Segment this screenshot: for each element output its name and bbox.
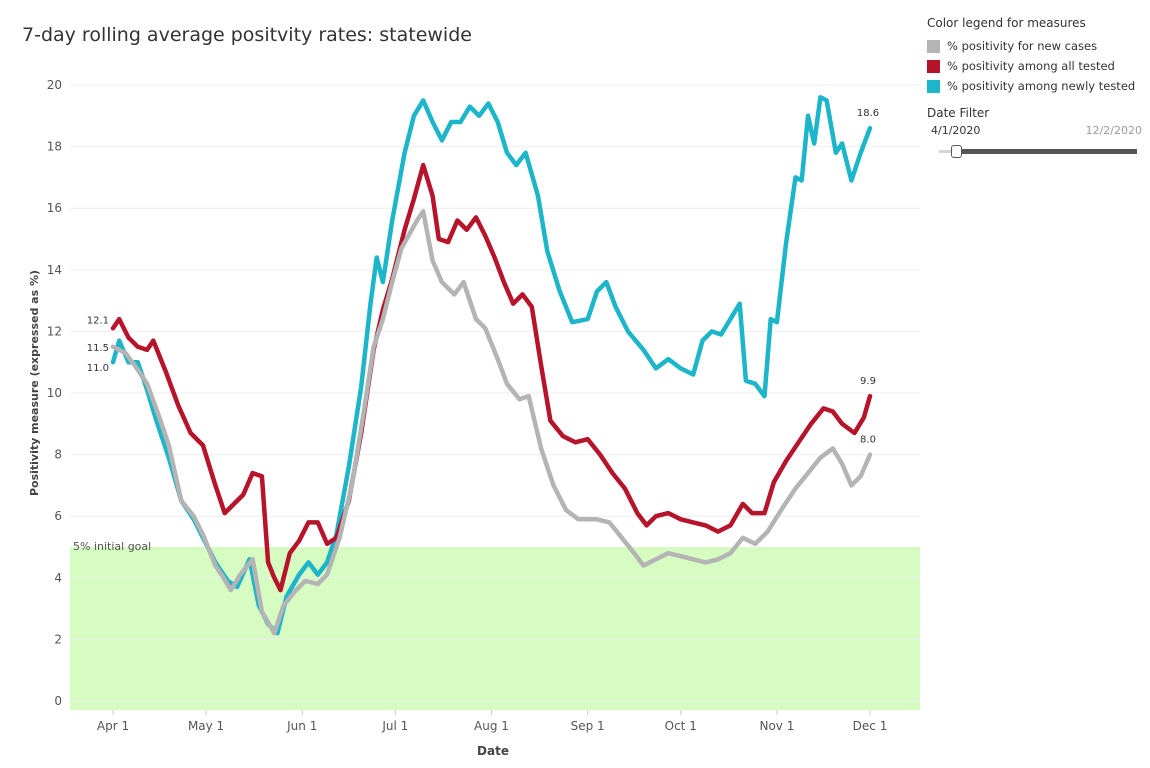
series-start-label: 11.5 (87, 343, 109, 354)
y-tick-label: 10 (47, 386, 62, 400)
x-tick-label: May 1 (188, 719, 224, 733)
series-end-label: 8.0 (860, 435, 876, 446)
x-tick-label: Jun 1 (286, 719, 317, 733)
series-start-label: 11.0 (87, 363, 109, 374)
slider-track-selected[interactable] (957, 149, 1137, 154)
legend-item-new-cases[interactable]: % positivity for new cases (927, 36, 1142, 56)
x-tick-label: Jul 1 (381, 719, 408, 733)
x-axis-title: Date (477, 744, 509, 758)
x-tick-label: Apr 1 (97, 719, 129, 733)
y-tick-label: 8 (54, 448, 62, 462)
color-legend: Color legend for measures % positivity f… (927, 16, 1142, 96)
legend-item-all-tested[interactable]: % positivity among all tested (927, 56, 1142, 76)
y-tick-label: 18 (47, 140, 62, 154)
series-line-newly-tested (110, 95, 873, 636)
legend-label: % positivity among newly tested (947, 79, 1136, 93)
goal-band-label: 5% initial goal (73, 540, 151, 553)
y-tick-label: 4 (54, 571, 62, 585)
y-tick-label: 16 (47, 201, 62, 215)
y-tick-label: 20 (47, 78, 62, 92)
date-filter-start: 4/1/2020 (931, 124, 981, 137)
legend-swatch-teal (927, 79, 940, 93)
x-tick-label: Oct 1 (665, 719, 697, 733)
date-filter-end: 12/2/2020 (1085, 124, 1142, 137)
legend-label: % positivity among all tested (947, 59, 1115, 73)
series-line-new-cases (110, 209, 873, 636)
legend-swatch-gray (927, 39, 940, 53)
y-tick-label: 2 (54, 632, 62, 646)
slider-start-handle[interactable] (951, 145, 962, 158)
series-start-label: 12.1 (87, 315, 109, 326)
y-axis-title: Positivity measure (expressed as %) (28, 270, 41, 496)
date-range: 4/1/2020 12/2/2020 (927, 124, 1142, 144)
date-filter-title: Date Filter (927, 106, 990, 120)
legend-title: Color legend for measures (927, 16, 1086, 30)
series-end-label: 18.6 (857, 108, 879, 119)
y-tick-label: 6 (54, 509, 62, 523)
y-tick-label: 0 (54, 694, 62, 708)
x-tick-label: Dec 1 (853, 719, 888, 733)
x-tick-label: Sep 1 (571, 719, 605, 733)
series-end-label: 9.9 (860, 376, 876, 387)
legend-item-newly-tested[interactable]: % positivity among newly tested (927, 76, 1142, 96)
chart-title: 7-day rolling average positvity rates: s… (22, 24, 472, 46)
y-tick-label: 12 (47, 324, 62, 338)
series-line-all-tested (110, 162, 873, 593)
goal-band (70, 547, 920, 710)
legend-label: % positivity for new cases (947, 39, 1098, 53)
legend-swatch-red (927, 59, 940, 73)
y-tick-label: 14 (47, 263, 62, 277)
x-tick-label: Nov 1 (759, 719, 794, 733)
x-tick-label: Aug 1 (474, 719, 509, 733)
date-filter: Date Filter 4/1/2020 12/2/2020 (927, 106, 1142, 158)
